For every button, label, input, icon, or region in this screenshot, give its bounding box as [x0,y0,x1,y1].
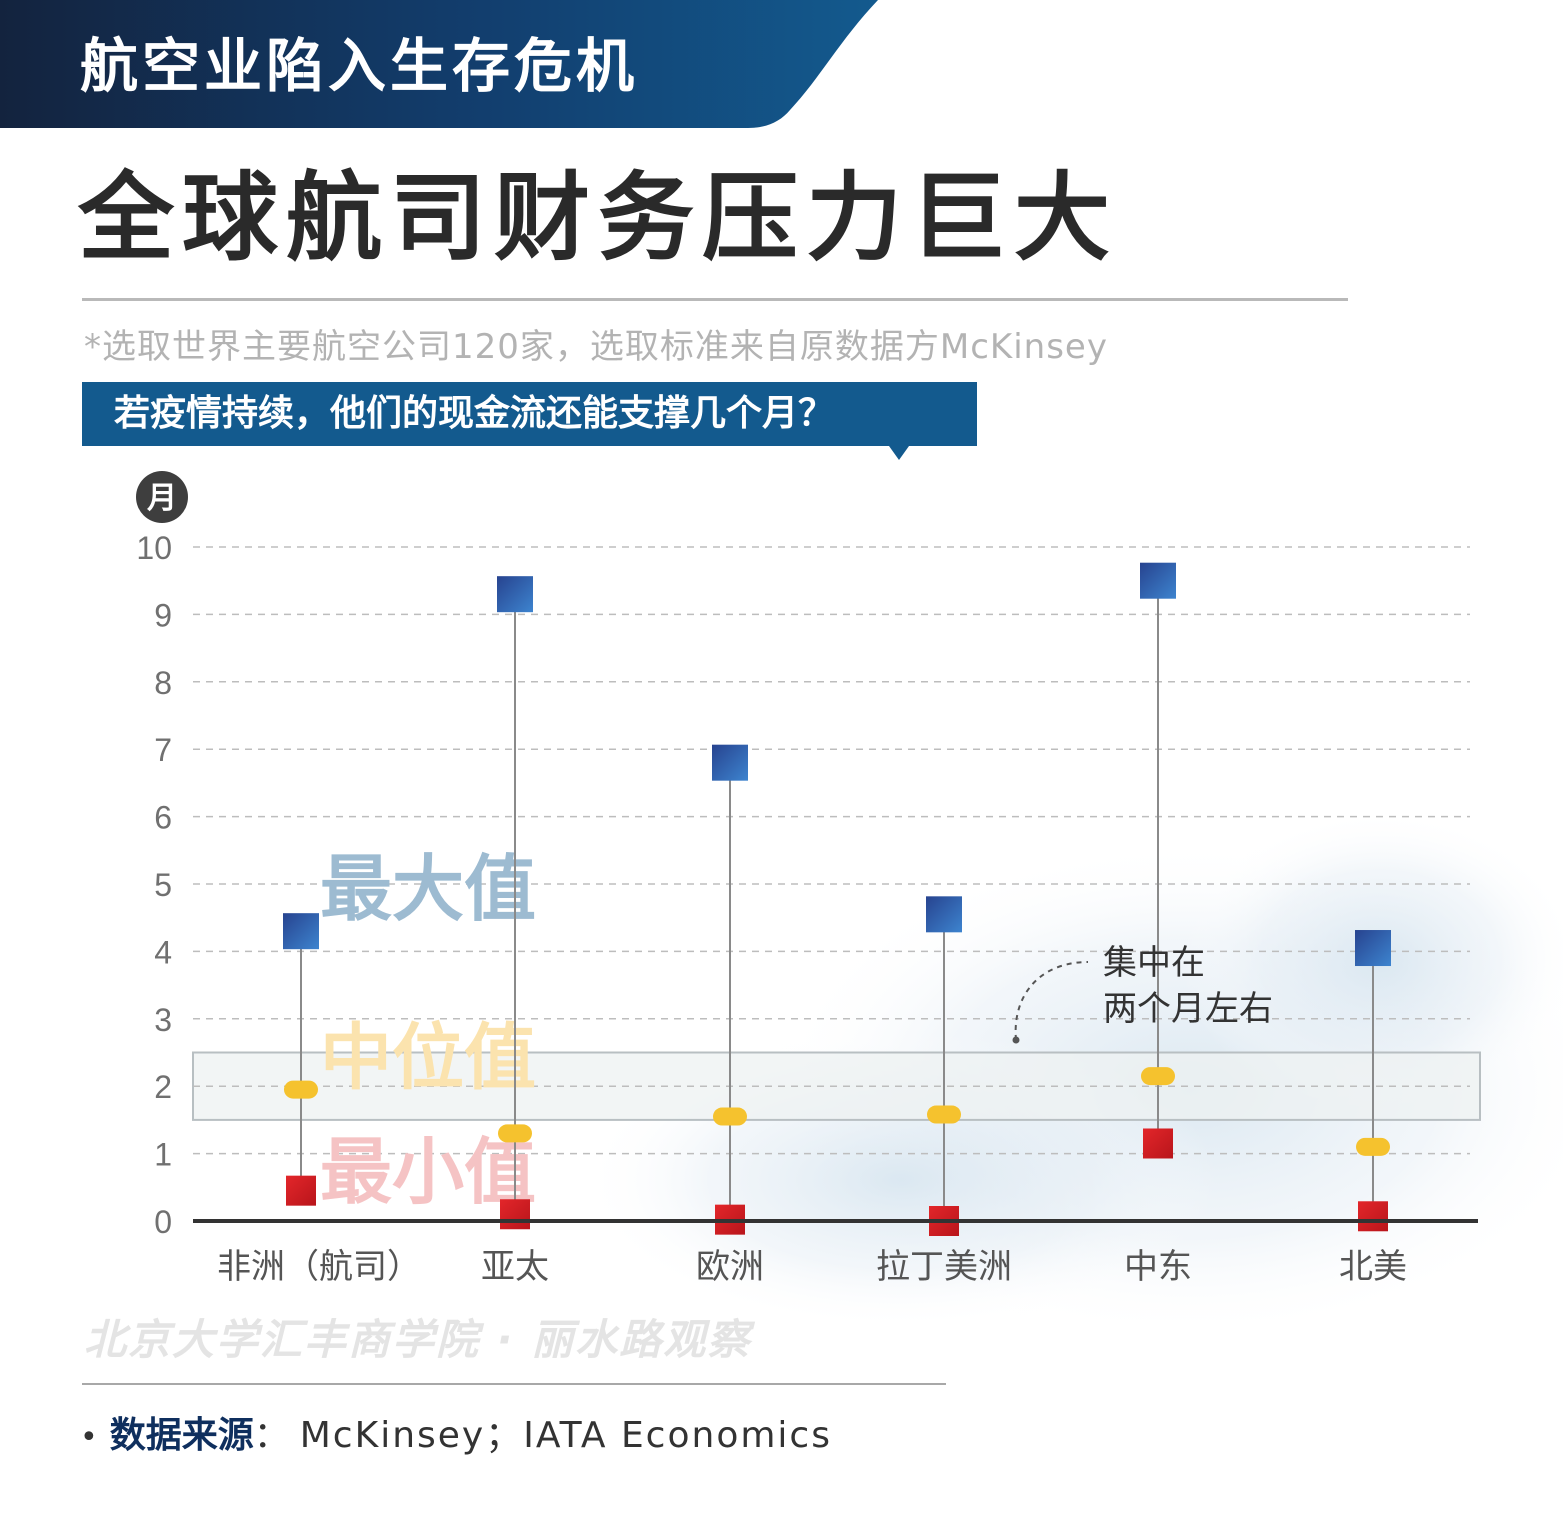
y-tick-label: 8 [154,665,172,701]
y-axis-label: 月 [147,481,177,516]
min-marker [1143,1128,1173,1159]
max-marker [1355,930,1391,967]
y-tick-label: 1 [154,1137,172,1173]
max-marker [283,913,319,950]
median-marker [498,1124,532,1143]
x-category-label: 北美 [1339,1247,1407,1287]
x-category-label: 非洲（航司） [217,1247,421,1287]
title-divider [82,298,1348,301]
y-tick-label: 9 [154,597,172,633]
annotation-text: 集中在 [1103,943,1205,983]
source-label: 数据来源 [109,1415,254,1456]
y-tick-label: 4 [154,934,172,970]
page-title: 全球航司财务压力巨大 [78,162,1118,274]
annotation-dot [1012,1036,1020,1044]
median-marker [284,1080,318,1099]
y-tick-label: 7 [154,732,172,768]
annotation-text: 两个月左右 [1103,989,1273,1029]
y-tick-label: 6 [154,800,172,836]
bullet-icon: • [80,1420,98,1455]
x-category-label: 中东 [1124,1247,1192,1287]
y-tick-label: 3 [154,1002,172,1038]
min-marker [1358,1201,1388,1232]
y-tick-label: 10 [136,530,172,566]
y-unit-badge [136,471,188,523]
max-marker [926,896,962,933]
median-marker [1141,1067,1175,1086]
header-kicker: 航空业陷入生存危机 [80,32,639,100]
x-category-label: 拉丁美洲 [876,1247,1012,1287]
min-marker [500,1199,530,1230]
median-marker [1356,1137,1390,1156]
question-pointer [889,446,909,460]
max-marker [712,744,748,781]
y-tick-label: 2 [154,1069,172,1105]
footer-divider [82,1383,946,1385]
min-marker [286,1175,316,1206]
source-value: McKinsey；IATA Economics [299,1415,832,1456]
sample-note: *选取世界主要航空公司120家，选取标准来自原数据方McKinsey [84,327,1108,367]
max-marker [1140,562,1176,599]
median-marker [927,1105,961,1124]
question-box: 若疫情持续，他们的现金流还能支撑几个月？ [82,382,977,446]
x-category-label: 欧洲 [696,1247,764,1287]
question-text: 若疫情持续，他们的现金流还能支撑几个月？ [114,393,835,434]
y-tick-label: 5 [154,867,172,903]
source-line: • 数据来源： McKinsey；IATA Economics [80,1410,832,1464]
annotation-arrow [1014,961,1089,1041]
watermark: 北京大学汇丰商学院 · 丽水路观察 [84,1315,752,1364]
legend-label: 中位值 [320,1016,536,1100]
x-category-label: 亚太 [481,1247,549,1287]
max-marker [497,576,533,613]
median-marker [713,1107,747,1126]
legend-label: 最大值 [320,847,536,931]
y-tick-label: 0 [154,1204,172,1240]
source-separator: ： [253,1415,290,1456]
header-banner [0,0,878,128]
